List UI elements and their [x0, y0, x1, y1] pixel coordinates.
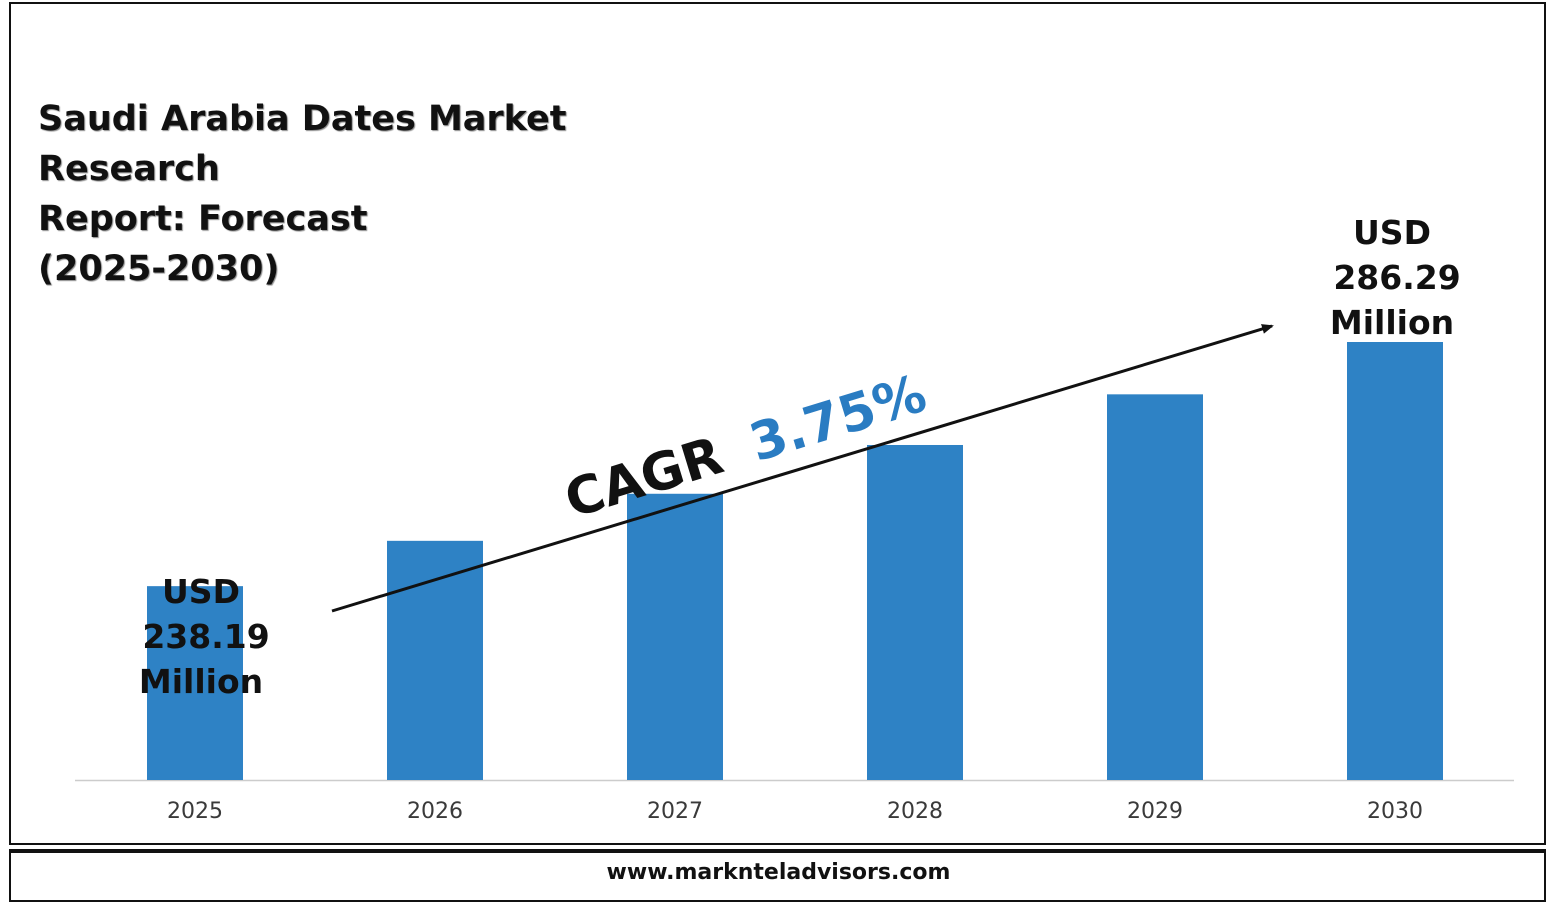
end-label-currency: USD [1353, 213, 1431, 252]
bar-2029 [1107, 394, 1203, 780]
bar-2026 [387, 540, 483, 780]
start-label-unit: Million [139, 662, 263, 701]
x-tick-label-2030: 2030 [1367, 799, 1423, 824]
cagr-arrow [331, 324, 1274, 613]
title-line-2: Report: Forecast [38, 199, 368, 239]
x-tick-label-2029: 2029 [1127, 799, 1183, 824]
x-tick-label-2028: 2028 [887, 799, 943, 824]
start-value-label: USD 238.19 Million [139, 572, 270, 701]
end-value-label: USD 286.29 Million [1330, 213, 1461, 342]
chart-frame [9, 2, 1546, 845]
x-tick-labels: 2025 2026 2027 2028 2029 2030 [167, 799, 1423, 824]
chart-title: Saudi Arabia Dates Market Research Repor… [38, 94, 758, 294]
x-tick-label-2026: 2026 [407, 799, 463, 824]
x-tick-label-2025: 2025 [167, 799, 223, 824]
bars-group [147, 342, 1443, 780]
start-label-currency: USD [162, 572, 240, 611]
x-tick-label-2027: 2027 [647, 799, 703, 824]
title-line-1: Saudi Arabia Dates Market Research [38, 99, 567, 189]
footer-bar [9, 849, 1546, 902]
end-label-value: 286.29 [1333, 258, 1460, 297]
bar-2028 [867, 444, 963, 780]
title-line-3: (2025-2030) [38, 249, 280, 289]
bar-2030 [1347, 342, 1443, 780]
end-label-unit: Million [1330, 303, 1454, 342]
bar-2025 [147, 586, 243, 780]
start-label-value: 238.19 [142, 617, 269, 656]
bar-2027 [627, 493, 723, 780]
footer-url[interactable]: www.marknteladvisors.com [606, 860, 951, 885]
